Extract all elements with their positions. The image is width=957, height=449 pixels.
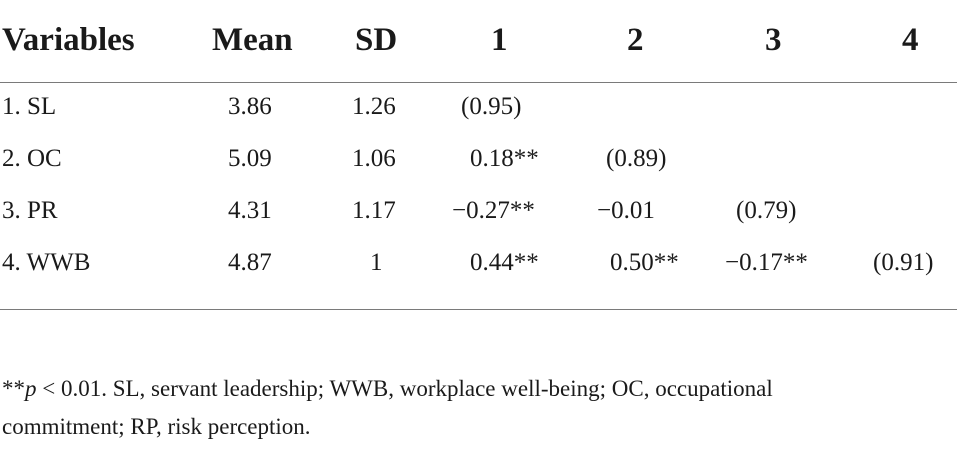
table-footnote: **p < 0.01. SL, servant leadership; WWB,… bbox=[2, 370, 952, 446]
header-sd: SD bbox=[355, 22, 398, 58]
row-corr-4: (0.91) bbox=[873, 249, 934, 276]
row-sd: 1.06 bbox=[352, 145, 396, 172]
header-col-4: 4 bbox=[902, 22, 919, 58]
table-row: 3. PR 4.31 1.17 −0.27** −0.01 (0.79) bbox=[0, 184, 957, 236]
row-mean: 4.87 bbox=[228, 249, 272, 276]
table-bottom-rule bbox=[0, 309, 957, 310]
header-mean: Mean bbox=[212, 22, 293, 58]
row-mean: 5.09 bbox=[228, 145, 272, 172]
footnote-text: < 0.01. SL, servant leadership; WWB, wor… bbox=[36, 376, 773, 401]
row-variable: 3. PR bbox=[2, 197, 58, 224]
row-mean: 3.86 bbox=[228, 93, 272, 120]
table-row: 1. SL 3.86 1.26 (0.95) bbox=[0, 80, 957, 132]
row-corr-1: 0.18** bbox=[470, 145, 539, 172]
row-corr-2: (0.89) bbox=[606, 145, 667, 172]
footnote-line-2: commitment; RP, risk perception. bbox=[2, 414, 311, 439]
row-variable: 4. WWB bbox=[2, 249, 91, 276]
row-corr-1: −0.27** bbox=[452, 197, 535, 224]
row-corr-2: 0.50** bbox=[610, 249, 679, 276]
row-corr-3: (0.79) bbox=[736, 197, 797, 224]
row-mean: 4.31 bbox=[228, 197, 272, 224]
table-header-row: Variables Mean SD 1 2 3 4 bbox=[0, 0, 957, 82]
header-col-2: 2 bbox=[627, 22, 644, 58]
row-corr-1: 0.44** bbox=[470, 249, 539, 276]
row-corr-1: (0.95) bbox=[461, 93, 522, 120]
footnote-line-1: **p < 0.01. SL, servant leadership; WWB,… bbox=[2, 370, 952, 408]
row-corr-2: −0.01 bbox=[597, 197, 655, 224]
row-variable: 2. OC bbox=[2, 145, 62, 172]
header-col-3: 3 bbox=[765, 22, 782, 58]
header-divider bbox=[0, 82, 957, 83]
row-corr-3: −0.17** bbox=[725, 249, 808, 276]
table-row: 4. WWB 4.87 1 0.44** 0.50** −0.17** (0.9… bbox=[0, 236, 957, 288]
header-col-1: 1 bbox=[491, 22, 508, 58]
header-variables: Variables bbox=[2, 22, 135, 58]
row-sd: 1.26 bbox=[352, 93, 396, 120]
row-variable: 1. SL bbox=[2, 93, 57, 120]
row-sd: 1.17 bbox=[352, 197, 396, 224]
footnote-stars: ** bbox=[2, 376, 25, 401]
table-row: 2. OC 5.09 1.06 0.18** (0.89) bbox=[0, 132, 957, 184]
row-sd: 1 bbox=[370, 249, 383, 276]
footnote-p-symbol: p bbox=[25, 376, 37, 401]
